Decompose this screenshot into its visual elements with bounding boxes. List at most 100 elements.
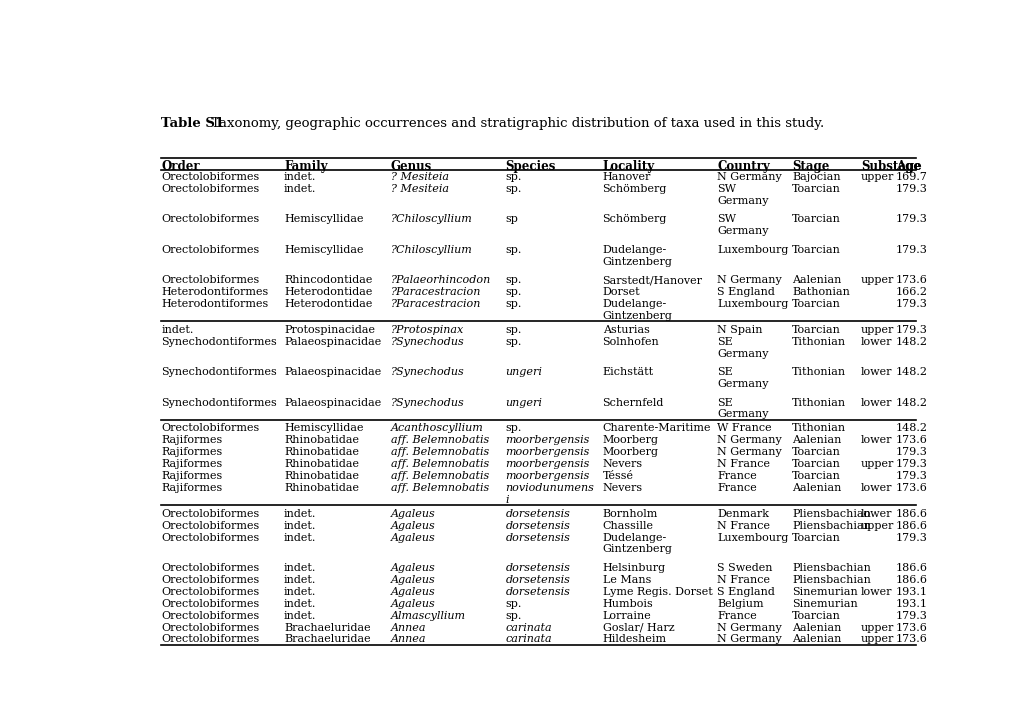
Text: indet.: indet. [283, 611, 316, 621]
Text: Germany: Germany [716, 379, 768, 389]
Text: sp.: sp. [504, 287, 522, 297]
Text: indet.: indet. [283, 575, 316, 585]
Text: 186.6: 186.6 [895, 509, 927, 518]
Text: Toarcian: Toarcian [792, 447, 841, 457]
Text: France: France [716, 471, 756, 481]
Text: Luxembourg: Luxembourg [716, 299, 788, 309]
Text: i: i [504, 495, 508, 505]
Text: Moorberg: Moorberg [602, 447, 658, 457]
Text: Orectolobiformes: Orectolobiformes [161, 587, 260, 597]
Text: SW: SW [716, 184, 736, 194]
Text: Toarcian: Toarcian [792, 611, 841, 621]
Text: Bornholm: Bornholm [602, 509, 657, 518]
Text: Agaleus: Agaleus [390, 599, 435, 608]
Text: Country: Country [716, 160, 769, 173]
Text: Orectolobiformes: Orectolobiformes [161, 634, 260, 644]
Text: ?Palaeorhincodon: ?Palaeorhincodon [390, 275, 490, 285]
Text: 148.2: 148.2 [895, 423, 927, 433]
Text: Dudelange-: Dudelange- [602, 299, 666, 309]
Text: Hemiscyllidae: Hemiscyllidae [283, 245, 363, 255]
Text: 173.6: 173.6 [895, 623, 927, 633]
Text: 179.3: 179.3 [895, 471, 927, 481]
Text: Gintzenberg: Gintzenberg [602, 257, 672, 266]
Text: Order: Order [161, 160, 200, 173]
Text: Hemiscyllidae: Hemiscyllidae [283, 215, 363, 225]
Text: Goslar/ Harz: Goslar/ Harz [602, 623, 674, 633]
Text: Rajiformes: Rajiformes [161, 483, 222, 493]
Text: Lyme Regis. Dorset: Lyme Regis. Dorset [602, 587, 711, 597]
Text: France: France [716, 611, 756, 621]
Text: indet.: indet. [283, 599, 316, 608]
Text: Synechodontiformes: Synechodontiformes [161, 367, 277, 377]
Text: 148.2: 148.2 [895, 367, 927, 377]
Text: Hemiscyllidae: Hemiscyllidae [283, 423, 363, 433]
Text: lower: lower [860, 435, 892, 445]
Text: ? Mesiteia: ? Mesiteia [390, 184, 448, 194]
Text: Heterodontidae: Heterodontidae [283, 287, 372, 297]
Text: Dudelange-: Dudelange- [602, 533, 666, 543]
Text: upper: upper [860, 521, 894, 531]
Text: Tithonian: Tithonian [792, 367, 846, 377]
Text: Lorraine: Lorraine [602, 611, 651, 621]
Text: aff. Belemnobatis: aff. Belemnobatis [390, 483, 488, 493]
Text: 179.3: 179.3 [895, 184, 927, 194]
Text: Orectolobiformes: Orectolobiformes [161, 172, 260, 182]
Text: Orectolobiformes: Orectolobiformes [161, 184, 260, 194]
Text: 193.1: 193.1 [895, 587, 927, 597]
Text: Pliensbachian: Pliensbachian [792, 509, 870, 518]
Text: Gintzenberg: Gintzenberg [602, 544, 672, 554]
Text: Aalenian: Aalenian [792, 435, 841, 445]
Text: ?Paracestracion: ?Paracestracion [390, 299, 481, 309]
Text: Bathonian: Bathonian [792, 287, 850, 297]
Text: Rajiformes: Rajiformes [161, 447, 222, 457]
Text: N Spain: N Spain [716, 325, 762, 335]
Text: Brachaeluridae: Brachaeluridae [283, 623, 370, 633]
Text: Heterodontiformes: Heterodontiformes [161, 287, 268, 297]
Text: dorsetensis: dorsetensis [504, 533, 570, 543]
Text: Agaleus: Agaleus [390, 521, 435, 531]
Text: Schömberg: Schömberg [602, 184, 666, 194]
Text: Almascyllium: Almascyllium [390, 611, 466, 621]
Text: Taxonomy, geographic occurrences and stratigraphic distribution of taxa used in : Taxonomy, geographic occurrences and str… [207, 117, 823, 130]
Text: Family: Family [283, 160, 327, 173]
Text: noviodunumens: noviodunumens [504, 483, 594, 493]
Text: upper: upper [860, 459, 894, 469]
Text: S Sweden: S Sweden [716, 563, 772, 573]
Text: 193.1: 193.1 [895, 599, 927, 608]
Text: Germany: Germany [716, 410, 768, 420]
Text: Rajiformes: Rajiformes [161, 471, 222, 481]
Text: lower: lower [860, 367, 892, 377]
Text: Stage: Stage [792, 160, 828, 173]
Text: carinata: carinata [504, 634, 551, 644]
Text: indet.: indet. [283, 587, 316, 597]
Text: Charente-Maritime: Charente-Maritime [602, 423, 710, 433]
Text: moorbergensis: moorbergensis [504, 447, 589, 457]
Text: aff. Belemnobatis: aff. Belemnobatis [390, 435, 488, 445]
Text: sp.: sp. [504, 245, 522, 255]
Text: N Germany: N Germany [716, 623, 782, 633]
Text: dorsetensis: dorsetensis [504, 509, 570, 518]
Text: SE: SE [716, 397, 733, 408]
Text: 173.6: 173.6 [895, 275, 927, 285]
Text: Eichstätt: Eichstätt [602, 367, 653, 377]
Text: Agaleus: Agaleus [390, 587, 435, 597]
Text: Nevers: Nevers [602, 459, 642, 469]
Text: upper: upper [860, 634, 894, 644]
Text: lower: lower [860, 337, 892, 347]
Text: Moorberg: Moorberg [602, 435, 658, 445]
Text: Substage: Substage [860, 160, 921, 173]
Text: Dorset: Dorset [602, 287, 640, 297]
Text: dorsetensis: dorsetensis [504, 521, 570, 531]
Text: Bajocian: Bajocian [792, 172, 840, 182]
Text: Palaeospinacidae: Palaeospinacidae [283, 397, 381, 408]
Text: Tithonian: Tithonian [792, 423, 846, 433]
Text: Sinemurian: Sinemurian [792, 587, 857, 597]
Text: Tithonian: Tithonian [792, 337, 846, 347]
Text: Genus: Genus [390, 160, 432, 173]
Text: 166.2: 166.2 [895, 287, 927, 297]
Text: N Germany: N Germany [716, 634, 782, 644]
Text: ungeri: ungeri [504, 397, 542, 408]
Text: Age: Age [895, 160, 920, 173]
Text: Gintzenberg: Gintzenberg [602, 311, 672, 321]
Text: Agaleus: Agaleus [390, 575, 435, 585]
